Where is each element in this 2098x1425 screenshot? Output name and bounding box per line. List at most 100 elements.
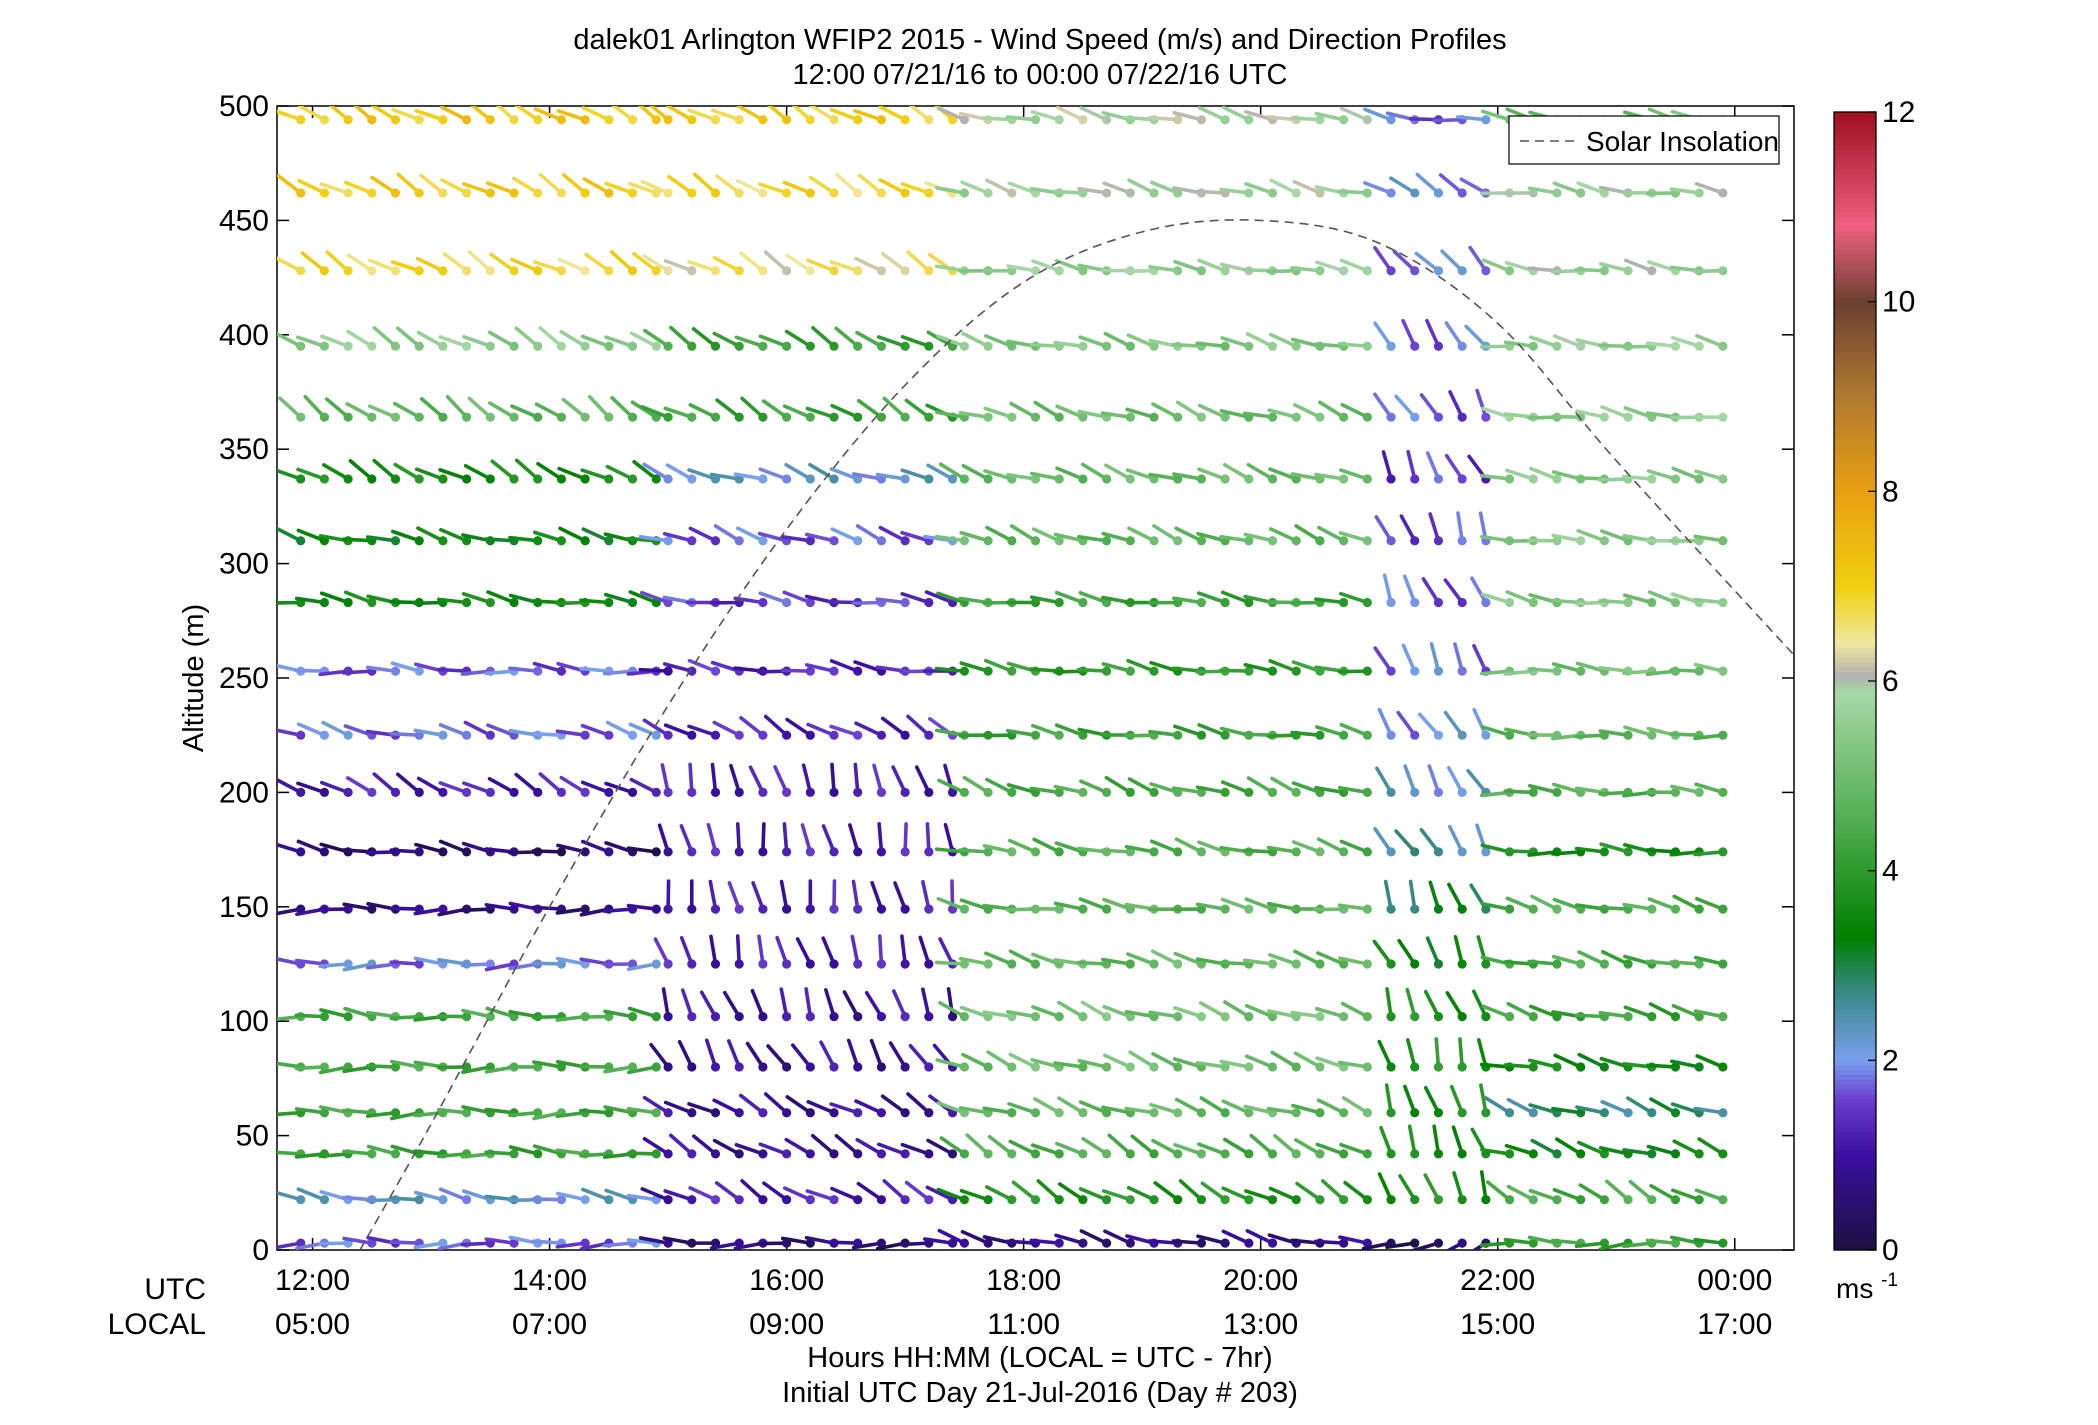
wind-barb-stick (1313, 907, 1346, 912)
wind-barb-dot (1244, 597, 1254, 608)
wind-barb-dot (876, 904, 887, 914)
wind-barb-dot (782, 904, 792, 914)
colorbar-segment (1834, 306, 1876, 312)
wind-barb-stick (985, 1185, 1014, 1202)
wind-barb-stick (1451, 1125, 1464, 1156)
wind-barb-stick (1337, 1060, 1370, 1069)
wind-barb-dot (1599, 959, 1609, 969)
colorbar-segment (1834, 899, 1876, 905)
wind-barb-dot (1007, 666, 1017, 676)
wind-barb-dot (1718, 1195, 1728, 1205)
wind-barb-dot (1410, 1195, 1420, 1205)
colorbar-segment (1834, 1027, 1876, 1033)
wind-barb-dot (1220, 787, 1230, 798)
wind-barb-stick (1427, 764, 1441, 795)
wind-barb-dot (604, 1108, 614, 1118)
wind-barb-stick (662, 662, 694, 673)
colorbar-segment (1834, 647, 1876, 654)
wind-barb-stick (626, 903, 659, 911)
wind-barb-stick (736, 526, 765, 543)
wind-barb-stick (727, 881, 742, 911)
wind-barb-dot (805, 266, 815, 276)
colorbar-tick-label: 2 (1882, 1044, 1899, 1077)
wind-barb-dot (462, 1108, 472, 1118)
wind-barb-stick (531, 961, 564, 966)
wind-barb-stick (1195, 189, 1227, 195)
wind-barb-dot (1362, 730, 1372, 740)
wind-barb-stick (556, 1191, 587, 1202)
wind-barb-stick (1553, 1053, 1583, 1069)
wind-barb-stick (1555, 1137, 1583, 1156)
wind-barb-stick (1267, 408, 1299, 419)
wind-barb-dot (1410, 536, 1420, 546)
wind-barb-dot (462, 597, 472, 608)
wind-barb-dot (1694, 1149, 1704, 1159)
wind-barb-dot (1552, 1195, 1562, 1205)
wind-barb-dot (556, 1195, 567, 1205)
wind-barb-dot (1410, 666, 1420, 676)
wind-barb-dot (805, 847, 815, 857)
wind-barb-stick (785, 717, 813, 738)
wind-barb-dot (1196, 474, 1207, 484)
wind-barb-dot (1528, 1149, 1538, 1159)
wind-barb-stick (584, 252, 611, 273)
wind-barb-dot (1457, 730, 1467, 740)
wind-barb-dot (1386, 1108, 1396, 1118)
wind-barb-dot (1244, 1108, 1254, 1118)
wind-barb-stick (1649, 1184, 1678, 1202)
wind-barb-dot (983, 536, 993, 546)
wind-barb-stick (710, 108, 742, 122)
wind-barb-stick (626, 1238, 659, 1245)
wind-barb-dot (829, 536, 839, 546)
wind-barb-dot (1670, 341, 1681, 351)
wind-barb-dot (734, 904, 744, 914)
colorbar-segment (1834, 510, 1876, 516)
wind-barb-dot (390, 341, 401, 351)
colorbar-segment (1834, 462, 1876, 469)
wind-barb-dot (687, 730, 697, 740)
wind-barb-dot (438, 730, 448, 740)
wind-barb-dot (1030, 1012, 1041, 1022)
colorbar-segment (1834, 676, 1876, 682)
wind-barb-stick (1598, 1010, 1630, 1019)
wind-barb-stick (626, 846, 659, 854)
wind-barb-stick (604, 781, 635, 795)
wind-barb-stick (1645, 848, 1678, 854)
wind-barb-stick (531, 731, 564, 738)
wind-barb-stick (1173, 724, 1204, 738)
colorbar-segment (1834, 434, 1876, 440)
wind-barb-stick (653, 937, 670, 966)
wind-barb-stick (1196, 531, 1227, 543)
wind-barb-dot (1386, 1195, 1396, 1205)
wind-barb-dot (663, 847, 673, 857)
wind-barb-dot (462, 266, 472, 276)
colorbar-segment (1834, 837, 1876, 843)
colorbar-segment (1834, 932, 1876, 938)
wind-barb-stick (938, 462, 967, 481)
wind-barb-stick (1290, 472, 1322, 481)
wind-barb-dot (1030, 1062, 1041, 1072)
wind-barb-stick (811, 326, 836, 349)
colorbar-segment (1834, 827, 1876, 834)
wind-barb-dot (1149, 188, 1159, 198)
wind-barb-dot (924, 188, 934, 198)
wind-barb-dot (1433, 341, 1444, 351)
wind-barb-stick (277, 526, 303, 543)
wind-barb-dot (782, 1062, 792, 1072)
wind-barb-dot (343, 787, 353, 798)
wind-barb-dot (924, 1062, 934, 1072)
wind-barb-dot (710, 1062, 721, 1072)
wind-barb-stick (848, 823, 860, 854)
colorbar-segment (1834, 135, 1876, 142)
colorbar-segment (1834, 287, 1876, 293)
wind-barb-dot (947, 1238, 958, 1248)
wind-barb-stick (561, 397, 587, 419)
wind-barb-stick (904, 1180, 931, 1202)
wind-barb-stick (343, 1006, 374, 1019)
y-tick-label: 0 (252, 1234, 269, 1267)
wind-barb-stick (1373, 646, 1393, 673)
wind-barb-dot (959, 474, 969, 484)
wind-barb-dot (1267, 904, 1278, 914)
colorbar-segment (1834, 571, 1876, 578)
